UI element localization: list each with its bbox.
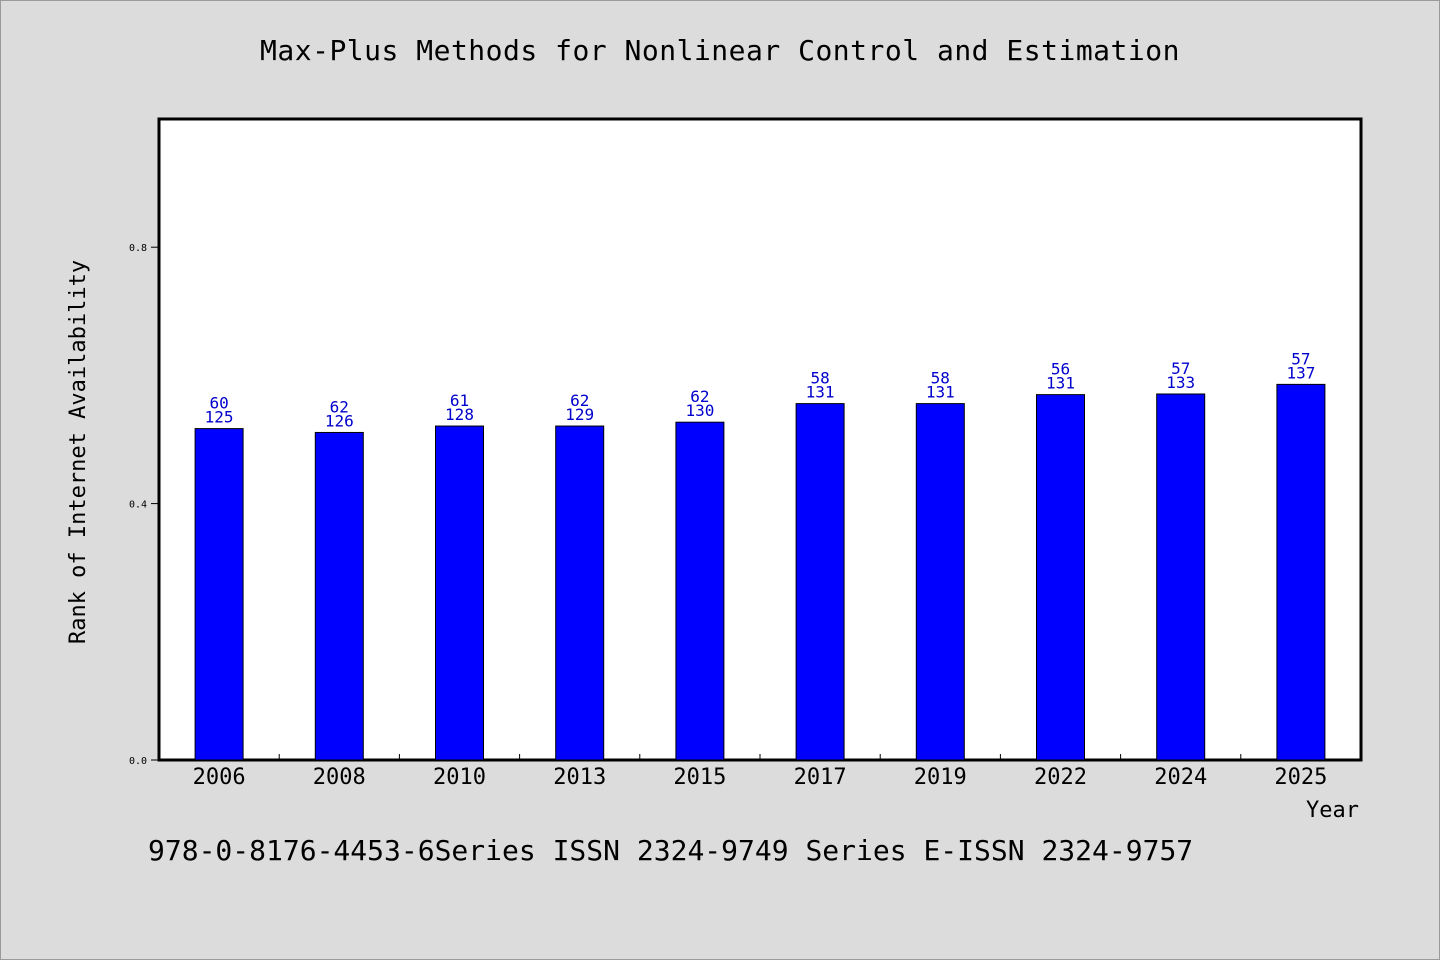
bar-label-bottom-2022: 131 (1046, 374, 1075, 393)
x-tick-label-2008: 2008 (313, 765, 366, 790)
bar-label-top-2013: 62 (570, 391, 589, 410)
y-tick-label-2: 0.8 (129, 243, 147, 254)
x-axis-label: Year (1306, 798, 1359, 823)
bar-label-bottom-2010: 128 (445, 405, 474, 424)
bar-label-top-2017: 58 (810, 369, 829, 388)
bar-label-bottom-2017: 131 (806, 383, 835, 402)
y-tick-label-1: 0.4 (129, 500, 147, 511)
bar-2013 (555, 425, 605, 761)
x-tick-label-2019: 2019 (914, 765, 967, 790)
bar-label-bottom-2025: 137 (1286, 363, 1315, 382)
bar-label-bottom-2019: 131 (926, 383, 955, 402)
x-tick-label-2010: 2010 (433, 765, 486, 790)
bar-label-top-2008: 62 (330, 397, 349, 416)
footnote-isbn-issn: 978-0-8176-4453-6Series ISSN 2324-9749 S… (148, 834, 1194, 867)
bar-label-top-2022: 56 (1051, 360, 1070, 379)
y-axis-label: Rank of Internet Availability (66, 260, 91, 644)
x-tick-label-2017: 2017 (794, 765, 847, 790)
ticks-layer: 2006 2008 2010 2013 2015 2017 2019 2022 2024 2025… (129, 243, 1327, 790)
bar-label-top-2015: 62 (690, 387, 709, 406)
bar-2008 (314, 431, 364, 761)
bar-2010 (435, 425, 484, 761)
y-tick-label-0: 0.0 (129, 756, 147, 767)
bar-label-bottom-2015: 130 (685, 401, 714, 420)
bar-label-top-2025: 57 (1291, 349, 1310, 368)
bar-label-top-2006: 60 (209, 394, 228, 413)
bar-label-bottom-2013: 129 (565, 405, 594, 424)
bar-2025 (1276, 383, 1326, 761)
x-tick-label-2013: 2013 (553, 765, 606, 790)
bar-label-bottom-2024: 133 (1166, 373, 1195, 392)
x-tick-label-2024: 2024 (1154, 765, 1207, 790)
chart-title: Max-Plus Methods for Nonlinear Control a… (260, 34, 1180, 67)
x-tick-label-2015: 2015 (673, 765, 726, 790)
bar-2024 (1156, 393, 1206, 761)
bars-layer: 6012562126611286212962130581315813156131… (194, 349, 1326, 761)
bar-label-bottom-2008: 126 (325, 411, 354, 430)
bar-2017 (795, 403, 845, 761)
bar-2019 (915, 403, 965, 761)
bar-2022 (1036, 394, 1085, 761)
x-tick-label-2006: 2006 (193, 765, 246, 790)
x-tick-label-2025: 2025 (1274, 765, 1327, 790)
bar-label-bottom-2006: 125 (205, 408, 234, 427)
x-tick-label-2022: 2022 (1034, 765, 1087, 790)
bar-label-top-2019: 58 (931, 369, 950, 388)
bar-label-top-2010: 61 (450, 391, 469, 410)
bar-2015 (675, 421, 725, 761)
bar-2006 (194, 428, 244, 761)
bar-label-top-2024: 57 (1171, 359, 1190, 378)
